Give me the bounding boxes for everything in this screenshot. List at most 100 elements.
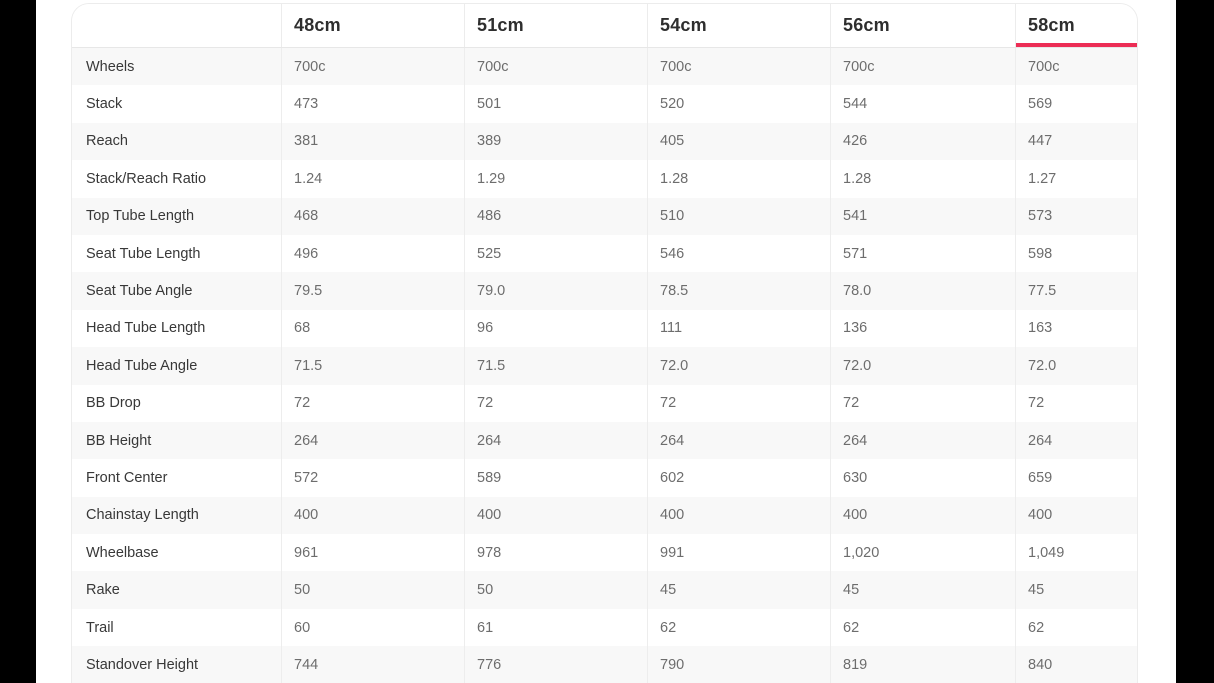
table-cell: 62 bbox=[1015, 608, 1137, 647]
table-cell: 486 bbox=[464, 197, 647, 235]
table-cell: 72 bbox=[464, 384, 647, 422]
table-row: Seat Tube Angle 79.5 79.0 78.5 78.0 77.5 bbox=[72, 272, 1137, 310]
row-label: Seat Tube Length bbox=[86, 245, 201, 262]
table-cell: 96 bbox=[464, 309, 647, 348]
table-cell: 71.5 bbox=[281, 347, 464, 385]
table-cell: 473 bbox=[281, 85, 464, 123]
table-row: Rake 50 50 45 45 45 bbox=[72, 571, 1137, 609]
table-row: BB Height 264 264 264 264 264 bbox=[72, 421, 1137, 460]
table-cell: 1.27 bbox=[1015, 160, 1137, 198]
geometry-table-body: Wheels 700c 700c 700c 700c 700c Stack 473 501… bbox=[72, 48, 1137, 683]
table-cell: 510 bbox=[647, 197, 830, 235]
table-cell: 571 bbox=[830, 234, 1015, 273]
table-row: Head Tube Length 68 96 111 136 163 bbox=[72, 309, 1137, 348]
table-cell: 426 bbox=[830, 122, 1015, 161]
table-cell: 72 bbox=[830, 384, 1015, 422]
table-cell: 72 bbox=[647, 384, 830, 422]
table-cell: 501 bbox=[464, 85, 647, 123]
row-label: Chainstay Length bbox=[86, 507, 199, 524]
table-cell: 1.24 bbox=[281, 160, 464, 198]
table-cell: 78.0 bbox=[830, 272, 1015, 310]
size-column-header[interactable]: 56cm bbox=[830, 4, 1015, 47]
table-cell: 468 bbox=[281, 197, 464, 235]
table-cell: 400 bbox=[464, 496, 647, 535]
table-cell: 389 bbox=[464, 122, 647, 161]
table-cell: 60 bbox=[281, 608, 464, 647]
size-column-label: 48cm bbox=[294, 15, 341, 35]
table-cell: 72.0 bbox=[1015, 347, 1137, 385]
size-header-row: 48cm 51cm 54cm 56cm 58cm bbox=[72, 4, 1137, 48]
table-row: BB Drop 72 72 72 72 72 bbox=[72, 384, 1137, 422]
table-cell: 598 bbox=[1015, 234, 1137, 273]
geometry-table: 48cm 51cm 54cm 56cm 58cm Wheels 700c 700c… bbox=[71, 3, 1138, 683]
table-cell: 819 bbox=[830, 646, 1015, 683]
table-cell: 520 bbox=[647, 85, 830, 123]
table-cell: 50 bbox=[464, 571, 647, 609]
table-cell: 111 bbox=[647, 309, 830, 348]
corner-header-cell bbox=[72, 4, 281, 47]
table-cell: 45 bbox=[647, 571, 830, 609]
table-cell: 544 bbox=[830, 85, 1015, 123]
size-column-label: 51cm bbox=[477, 15, 524, 35]
table-cell: 700c bbox=[281, 48, 464, 86]
selected-column-underline-accent bbox=[1016, 43, 1137, 47]
row-label: BB Drop bbox=[86, 395, 141, 412]
table-cell: 790 bbox=[647, 646, 830, 683]
table-cell: 840 bbox=[1015, 646, 1137, 683]
table-cell: 572 bbox=[281, 459, 464, 497]
table-cell: 776 bbox=[464, 646, 647, 683]
table-cell: 62 bbox=[830, 608, 1015, 647]
table-cell: 700c bbox=[464, 48, 647, 86]
table-cell: 961 bbox=[281, 534, 464, 572]
row-label: Trail bbox=[86, 619, 114, 636]
table-cell: 72.0 bbox=[830, 347, 1015, 385]
table-cell: 744 bbox=[281, 646, 464, 683]
table-cell: 72 bbox=[281, 384, 464, 422]
table-cell: 700c bbox=[1015, 48, 1137, 86]
table-cell: 264 bbox=[1015, 421, 1137, 460]
row-label: Wheels bbox=[86, 58, 135, 75]
table-cell: 496 bbox=[281, 234, 464, 273]
table-cell: 136 bbox=[830, 309, 1015, 348]
table-cell: 659 bbox=[1015, 459, 1137, 497]
table-cell: 72.0 bbox=[647, 347, 830, 385]
table-cell: 264 bbox=[830, 421, 1015, 460]
table-cell: 630 bbox=[830, 459, 1015, 497]
size-column-label: 58cm bbox=[1028, 15, 1075, 35]
table-cell: 546 bbox=[647, 234, 830, 273]
table-cell: 978 bbox=[464, 534, 647, 572]
size-column-header[interactable]: 54cm bbox=[647, 4, 830, 47]
table-cell: 991 bbox=[647, 534, 830, 572]
table-row: Reach 381 389 405 426 447 bbox=[72, 122, 1137, 161]
table-cell: 61 bbox=[464, 608, 647, 647]
table-row: Front Center 572 589 602 630 659 bbox=[72, 459, 1137, 497]
table-cell: 264 bbox=[281, 421, 464, 460]
table-cell: 1,020 bbox=[830, 534, 1015, 572]
row-label: Standover Height bbox=[86, 656, 199, 673]
table-cell: 264 bbox=[647, 421, 830, 460]
table-cell: 1.28 bbox=[830, 160, 1015, 198]
size-column-header[interactable]: 51cm bbox=[464, 4, 647, 47]
table-cell: 541 bbox=[830, 197, 1015, 235]
table-row: Head Tube Angle 71.5 71.5 72.0 72.0 72.0 bbox=[72, 347, 1137, 385]
table-row: Top Tube Length 468 486 510 541 573 bbox=[72, 197, 1137, 235]
page-canvas: 48cm 51cm 54cm 56cm 58cm Wheels 700c 700c… bbox=[36, 0, 1176, 683]
table-cell: 700c bbox=[647, 48, 830, 86]
table-cell: 569 bbox=[1015, 85, 1137, 123]
table-row: Seat Tube Length 496 525 546 571 598 bbox=[72, 234, 1137, 273]
row-label: Top Tube Length bbox=[86, 208, 195, 225]
table-cell: 77.5 bbox=[1015, 272, 1137, 310]
table-cell: 400 bbox=[281, 496, 464, 535]
table-row: Stack/Reach Ratio 1.24 1.29 1.28 1.28 1.27 bbox=[72, 160, 1137, 198]
table-cell: 50 bbox=[281, 571, 464, 609]
row-label: Head Tube Length bbox=[86, 320, 206, 337]
size-column-header[interactable]: 48cm bbox=[281, 4, 464, 47]
row-label: Stack/Reach Ratio bbox=[86, 170, 207, 187]
table-row: Wheelbase 961 978 991 1,020 1,049 bbox=[72, 534, 1137, 572]
row-label: Reach bbox=[86, 133, 128, 150]
size-column-header-selected[interactable]: 58cm bbox=[1015, 4, 1137, 47]
row-label: Wheelbase bbox=[86, 544, 159, 561]
table-cell: 72 bbox=[1015, 384, 1137, 422]
row-label: Rake bbox=[86, 582, 120, 599]
table-cell: 79.5 bbox=[281, 272, 464, 310]
